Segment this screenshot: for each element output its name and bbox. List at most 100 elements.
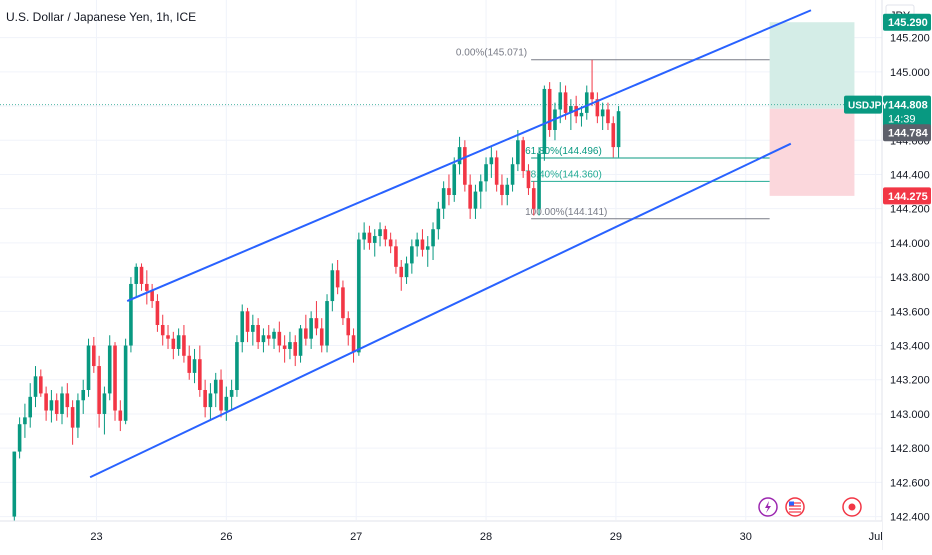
candle-body [436,208,441,230]
y-tick-label: 143.200 [890,375,930,387]
candle [510,157,515,192]
position-stop-zone [769,108,855,196]
candle [171,331,176,360]
y-tick-label: 143.800 [890,272,930,284]
candle-body [187,355,192,373]
x-tick-label: 28 [480,531,492,543]
candle [330,263,335,312]
candle-body [606,109,610,124]
candle-body [362,232,366,240]
y-tick-label: 145.200 [890,33,930,45]
candle-body [12,451,17,517]
y-tick-label: 142.800 [890,443,930,455]
candle-body [526,171,531,189]
candle [431,222,435,260]
candle-body [39,376,43,394]
candle-body [415,239,419,247]
y-tick-label: 145.000 [890,67,930,79]
candle [452,157,457,202]
candle [198,345,202,397]
candle-body [298,328,303,356]
chart-title: U.S. Dollar / Japanese Yen, 1h, ICE [6,10,197,24]
candle-body [219,379,223,411]
y-tick-label: 144.000 [890,238,930,250]
candle-body [160,325,165,336]
record-icon [842,497,862,517]
fib-level-label: 0.00%(145.071) [456,48,527,59]
candle-body [357,239,361,353]
candle-body [97,366,101,414]
candle [150,283,154,308]
candle-body [404,263,409,278]
candle-body [229,390,234,397]
candle-body [118,410,123,421]
candle-body [330,270,335,302]
candle [351,328,356,363]
candle-body [49,400,54,411]
candle-body [166,335,170,339]
candle [547,82,552,137]
y-tick-label: 143.600 [890,306,930,318]
candle [457,136,462,175]
candle-body [33,376,38,397]
candle-body [457,147,462,165]
candle-body [335,270,340,288]
candle-body [81,390,86,401]
symbol-tag-bg [844,95,882,114]
candle [288,331,292,360]
candle-body [447,188,451,195]
candle [319,318,324,353]
candle [404,256,409,284]
candle-body [367,232,372,243]
candle-body [531,188,536,209]
candle-body [113,345,117,411]
candle [293,335,298,367]
candle [44,386,48,421]
candle [383,225,388,247]
candle [208,383,213,421]
candle [12,451,17,524]
candle-body [213,379,218,394]
candle [129,277,133,353]
candle [39,369,43,397]
candle-body [198,359,202,390]
candle-body [155,301,160,325]
candle [33,366,38,408]
candle [484,157,488,192]
candle-body [563,92,568,113]
candle [203,379,207,418]
candle [118,400,123,432]
candle-body [240,311,245,343]
candle-body [484,164,488,182]
candle-body [102,393,107,414]
candle [139,263,144,291]
y-tick-label: 142.400 [890,512,930,524]
candle [600,102,605,130]
lightning-icon [758,497,778,517]
last-price-tag-bg [883,95,931,128]
us-flag-canton [789,501,794,506]
candle [362,222,366,250]
time-axis-bg [0,521,882,550]
fib-level-label: 61.80%(144.496) [525,146,602,157]
candle-body [616,111,621,148]
candle [447,174,451,206]
candle-body [478,181,483,192]
candle [410,239,414,274]
candle [245,307,250,343]
candle [346,311,351,346]
candle [155,294,160,332]
candle-body [192,359,197,373]
candle-body [309,318,313,339]
candle-body [468,184,472,209]
candle-body [208,393,213,408]
candle-body [76,400,80,428]
candle [500,174,504,206]
candle [399,260,404,291]
candle [134,263,139,298]
candle-body [473,191,478,209]
candle [86,338,91,397]
candle [394,239,398,274]
